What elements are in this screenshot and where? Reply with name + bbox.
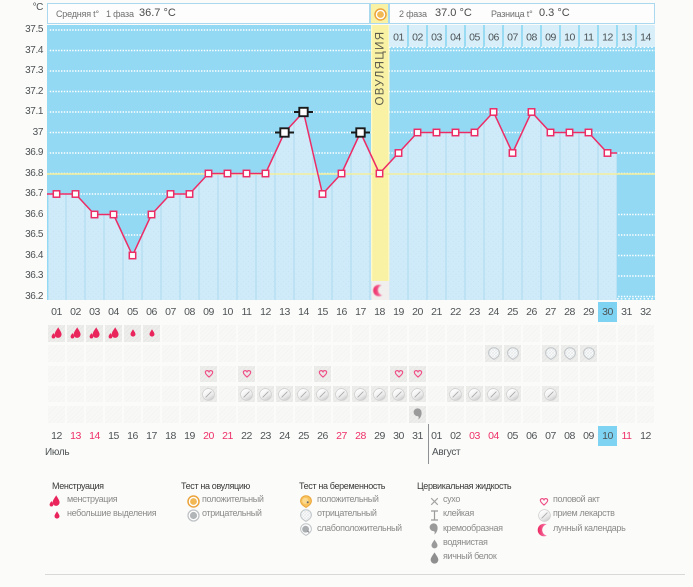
svg-text:13: 13 [621, 32, 632, 44]
svg-text:03: 03 [431, 32, 442, 44]
svg-text:10: 10 [564, 32, 575, 44]
svg-text:07: 07 [507, 32, 518, 44]
svg-text:01: 01 [393, 32, 404, 44]
svg-text:05: 05 [469, 32, 480, 44]
svg-text:09: 09 [545, 32, 556, 44]
svg-text:14: 14 [640, 32, 651, 44]
svg-text:02: 02 [412, 32, 423, 44]
svg-text:04: 04 [450, 32, 461, 44]
svg-text:08: 08 [526, 32, 537, 44]
svg-text:ОВУЛЯЦИЯ: ОВУЛЯЦИЯ [375, 31, 387, 106]
svg-text:12: 12 [602, 32, 613, 44]
svg-text:11: 11 [584, 32, 595, 44]
svg-text:06: 06 [488, 32, 499, 44]
